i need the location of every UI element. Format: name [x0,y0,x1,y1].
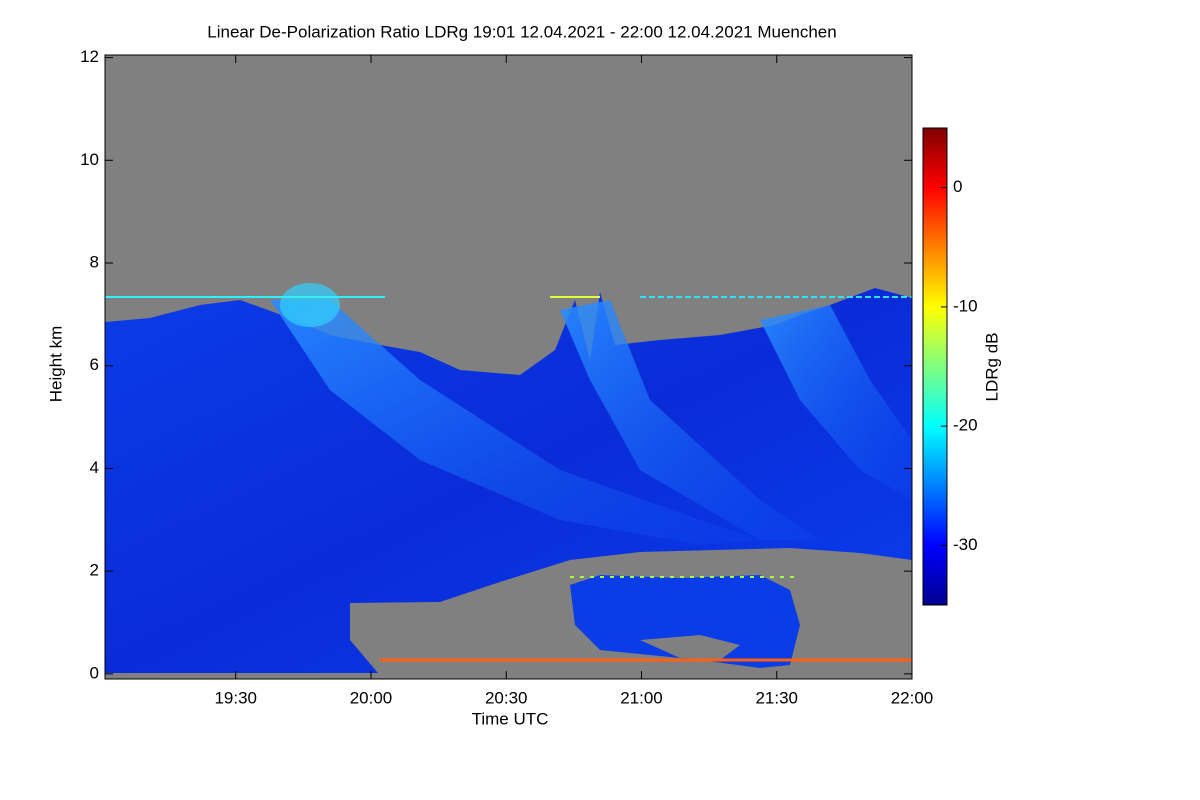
colorbar-label: LDRg dB [982,333,1001,402]
y-axis-label: Height km [46,326,65,403]
chart-title: Linear De-Polarization Ratio LDRg 19:01 … [207,22,836,41]
y-tick-label: 2 [90,561,99,580]
y-tick-label: 0 [90,663,99,682]
colorbar-tick-label: -10 [953,296,978,315]
y-tick-label: 12 [80,47,99,66]
x-axis-label: Time UTC [472,709,549,728]
x-tick-label: 22:00 [891,688,934,707]
y-tick-label: 10 [80,150,99,169]
x-tick-label: 20:00 [350,688,393,707]
x-tick-label: 21:00 [620,688,663,707]
x-tick-label: 21:30 [755,688,798,707]
colorbar-tick-label: -20 [953,416,978,435]
colorbar [922,127,948,606]
y-tick-label: 8 [90,252,99,271]
y-tick-label: 6 [90,355,99,374]
plot-frame [104,54,913,680]
colorbar-tick-label: 0 [953,177,962,196]
y-tick-label: 4 [90,458,99,477]
x-tick-label: 20:30 [485,688,528,707]
x-tick-label: 19:30 [214,688,257,707]
colorbar-tick-label: -30 [953,535,978,554]
ldr-field [105,55,912,679]
